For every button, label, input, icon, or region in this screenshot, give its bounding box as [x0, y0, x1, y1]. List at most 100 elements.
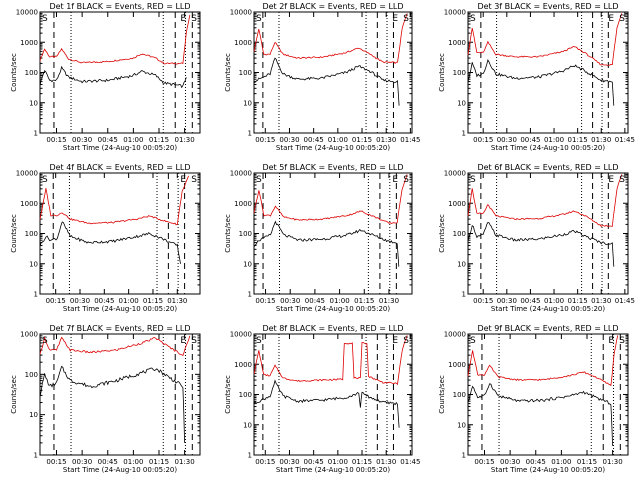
chart-panel-3: Det 3f BLACK = Events, RED = LLD 1 10 100 10… — [438, 2, 635, 152]
x-tick-label: 01:15 — [352, 136, 372, 144]
x-tick-label: 01:15 — [143, 297, 163, 305]
events-series-line — [253, 379, 400, 428]
x-tick-label: 01:00 — [329, 297, 349, 305]
plot-frame — [253, 333, 413, 456]
x-tick-label: 01:15 — [352, 458, 372, 466]
lld-series-line — [253, 13, 408, 64]
start-mark-label: S — [42, 336, 48, 346]
x-tick-label: 00:30 — [497, 136, 517, 144]
y-tick-label: 1 — [462, 452, 466, 460]
x-tick-label: 00:15 — [46, 458, 66, 466]
x-tick-label: 01:15 — [568, 297, 588, 305]
x-tick-label: 01:45 — [615, 136, 635, 144]
plot-frame — [467, 333, 629, 456]
end-mark-label: E — [608, 175, 614, 185]
x-tick-label: 01:00 — [328, 458, 348, 466]
events-series-line — [39, 365, 185, 443]
y-tick-label: 10 — [29, 260, 38, 268]
plot-frame — [467, 11, 629, 134]
x-tick-label: 01:30 — [379, 297, 399, 305]
y-tick-label: 1 — [248, 291, 252, 299]
y-tick-label: 100 — [25, 371, 38, 379]
x-tick-label: 00:15 — [255, 297, 275, 305]
x-axis-label: Start Time (24-Aug-10 00:05:20) — [276, 466, 390, 474]
lld-series-line — [39, 14, 191, 65]
start-mark-label: S — [403, 336, 409, 346]
lld-series-line — [253, 174, 408, 224]
y-axis-label: Counts/sec — [10, 214, 18, 253]
x-tick-label: 00:45 — [526, 458, 546, 466]
x-tick-label: 01:00 — [123, 458, 143, 466]
start-mark-label: S — [619, 175, 625, 185]
x-tick-label: 00:30 — [72, 458, 92, 466]
chart-panel-6: Det 6f BLACK = Events, RED = LLD 1 10 100 10… — [438, 163, 635, 313]
chart-title: Det 5f BLACK = Events, RED = LLD — [262, 163, 403, 172]
y-tick-label: 10 — [243, 99, 252, 107]
x-tick-label: 00:30 — [497, 297, 517, 305]
y-tick-label: 1000 — [20, 331, 38, 339]
lld-series-line — [467, 174, 623, 227]
x-tick-label: 00:45 — [94, 297, 114, 305]
y-axis-label: Counts/sec — [438, 53, 446, 92]
x-tick-label: 01:30 — [175, 458, 195, 466]
y-tick-label: 100 — [239, 230, 252, 238]
lld-series-line — [253, 335, 408, 386]
events-series-line — [467, 58, 615, 106]
x-tick-label: 01:15 — [568, 136, 588, 144]
x-axis-label: Start Time (24-Aug-10 00:05:20) — [491, 466, 605, 474]
x-axis-label: Start Time (24-Aug-10 00:05:20) — [63, 144, 177, 152]
x-tick-label: 00:45 — [520, 136, 540, 144]
y-tick-label: 100 — [239, 391, 252, 399]
start-mark-label: S — [256, 175, 262, 185]
y-tick-label: 10000 — [16, 170, 38, 178]
y-tick-label: 100 — [453, 391, 466, 399]
x-tick-label: 00:15 — [255, 136, 275, 144]
plot-frame — [253, 11, 413, 134]
x-tick-label: 00:45 — [520, 297, 540, 305]
y-tick-label: 1000 — [234, 200, 252, 208]
x-tick-label: 01:30 — [167, 297, 187, 305]
y-tick-label: 1 — [248, 452, 252, 460]
end-mark-label: E — [608, 14, 614, 24]
x-tick-label: 00:15 — [46, 136, 66, 144]
y-tick-label: 1 — [248, 130, 252, 138]
x-tick-label: 01:15 — [354, 297, 374, 305]
x-tick-label: 01:45 — [615, 297, 635, 305]
y-tick-label: 1000 — [234, 361, 252, 369]
x-tick-label: 01:00 — [544, 297, 564, 305]
x-tick-label: 01:00 — [544, 136, 564, 144]
plot-frame — [253, 172, 413, 295]
events-series-line — [253, 220, 400, 267]
y-axis-label: Counts/sec — [224, 375, 232, 414]
x-axis-label: Start Time (24-Aug-10 00:05:20) — [63, 305, 177, 313]
chart-title: Det 6f BLACK = Events, RED = LLD — [477, 163, 618, 172]
x-axis-label: Start Time (24-Aug-10 00:05:20) — [276, 144, 390, 152]
y-axis-label: Counts/sec — [10, 375, 18, 414]
start-mark-label: S — [191, 336, 197, 346]
y-tick-label: 100 — [25, 69, 38, 77]
x-tick-label: 00:30 — [72, 136, 92, 144]
start-mark-label: S — [403, 175, 409, 185]
y-tick-label: 10 — [457, 421, 466, 429]
chart-title: Det 9f BLACK = Events, RED = LLD — [477, 324, 618, 333]
events-series-line — [253, 57, 400, 106]
y-tick-label: 10 — [243, 421, 252, 429]
y-axis-label: Counts/sec — [438, 214, 446, 253]
lld-series-line — [467, 13, 623, 66]
x-tick-label: 00:15 — [474, 458, 494, 466]
x-tick-label: 00:15 — [473, 136, 493, 144]
y-tick-label: 10000 — [230, 331, 252, 339]
start-mark-label: S — [403, 14, 409, 24]
chart-panel-1: Det 1f BLACK = Events, RED = LLD 1 10 100 10… — [10, 2, 201, 152]
plot-frame — [39, 172, 201, 295]
x-tick-label: 01:00 — [123, 136, 143, 144]
y-tick-label: 1000 — [448, 200, 466, 208]
y-tick-label: 10000 — [16, 9, 38, 17]
lld-series-line — [39, 175, 189, 226]
x-tick-label: 01:15 — [149, 458, 169, 466]
y-tick-label: 1000 — [448, 39, 466, 47]
start-mark-label: S — [191, 14, 197, 24]
end-mark-label: E — [392, 14, 398, 24]
y-tick-label: 1000 — [20, 39, 38, 47]
